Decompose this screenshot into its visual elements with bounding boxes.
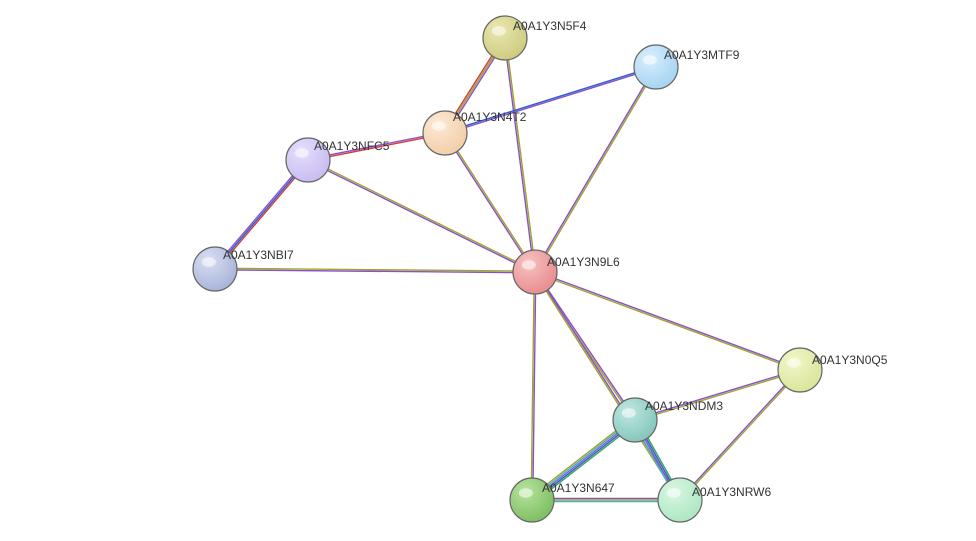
- edge: [509, 60, 533, 250]
- edge: [457, 57, 494, 115]
- node-highlight: [667, 488, 681, 498]
- protein-node[interactable]: A0A1Y3N5F4: [483, 16, 587, 60]
- protein-node[interactable]: A0A1Y3MTF9: [634, 45, 740, 89]
- edge: [644, 440, 667, 482]
- edge: [549, 433, 617, 486]
- node-label: A0A1Y3N0Q5: [812, 353, 888, 367]
- edge: [328, 169, 516, 262]
- edge: [545, 86, 644, 253]
- edge: [230, 178, 294, 254]
- node-label: A0A1Y3N4T2: [453, 110, 527, 124]
- node-label: A0A1Y3N9L6: [547, 255, 620, 269]
- node-label: A0A1Y3N647: [542, 481, 615, 495]
- protein-node[interactable]: A0A1Y3N0Q5: [778, 348, 888, 392]
- node-highlight: [519, 488, 533, 498]
- edge: [645, 440, 668, 482]
- edge: [547, 86, 646, 253]
- protein-node[interactable]: A0A1Y3N4T2: [423, 110, 527, 155]
- node-label: A0A1Y3NDM3: [645, 399, 723, 413]
- node-highlight: [522, 260, 536, 270]
- edge: [327, 170, 515, 263]
- node-label: A0A1Y3NBI7: [223, 248, 294, 262]
- node-highlight: [787, 358, 801, 368]
- node-label: A0A1Y3NRW6: [692, 485, 771, 499]
- edge: [548, 290, 623, 402]
- protein-node[interactable]: A0A1Y3NDM3: [613, 398, 723, 442]
- edge: [646, 439, 669, 481]
- node-label: A0A1Y3MTF9: [664, 48, 740, 62]
- edge: [455, 56, 492, 114]
- node-highlight: [622, 408, 636, 418]
- node-highlight: [295, 148, 309, 158]
- edge: [550, 435, 618, 488]
- edge: [556, 279, 780, 362]
- protein-network-graph: A0A1Y3N5F4 A0A1Y3MTF9 A0A1Y3N4T2 A0A1Y3NFC5…: [0, 0, 976, 541]
- edge: [228, 176, 292, 252]
- node-highlight: [202, 257, 216, 267]
- edge: [648, 438, 671, 480]
- node-highlight: [492, 26, 506, 36]
- node-highlight: [432, 121, 446, 131]
- edge: [546, 291, 667, 482]
- node-label: A0A1Y3N5F4: [513, 19, 587, 33]
- edge: [507, 60, 531, 250]
- edge: [548, 432, 616, 485]
- edge: [547, 431, 615, 484]
- edge: [458, 57, 495, 115]
- node-highlight: [643, 55, 657, 65]
- protein-node[interactable]: A0A1Y3N9L6: [513, 250, 620, 294]
- edge: [229, 177, 293, 253]
- protein-node[interactable]: A0A1Y3NRW6: [658, 478, 771, 522]
- node-label: A0A1Y3NFC5: [314, 139, 390, 153]
